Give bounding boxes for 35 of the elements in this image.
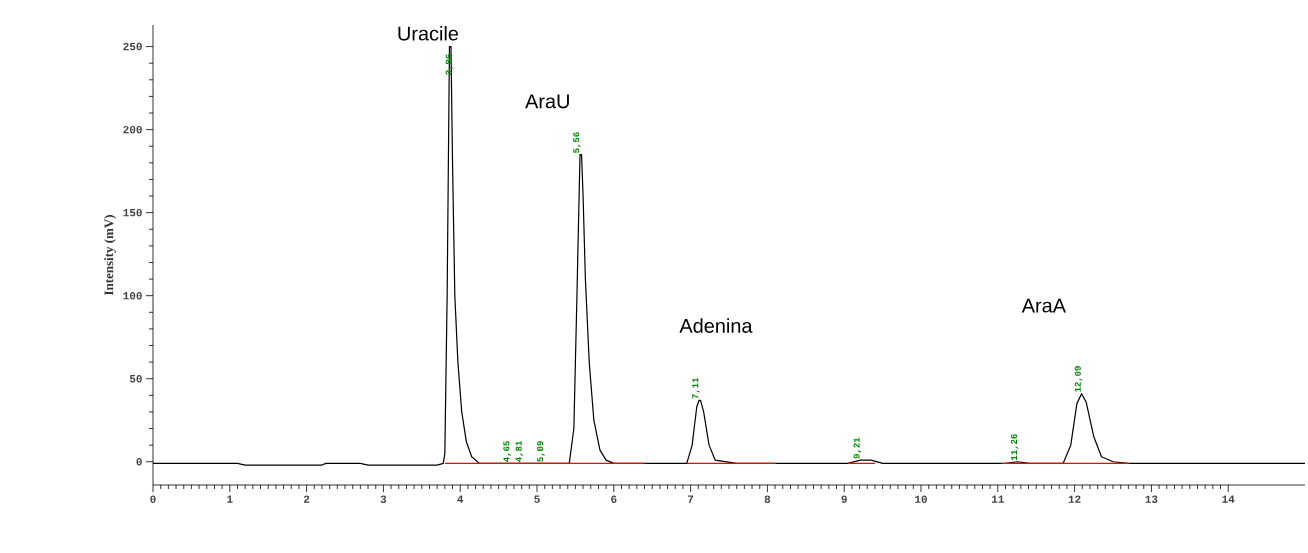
x-tick-label: 9 [841,495,847,503]
y-tick-label: 0 [136,458,142,466]
x-tick-label: 5 [534,495,540,503]
y-tick-label: 150 [123,208,142,217]
annotation: 9,21 [853,437,862,459]
x-tick-label: 11 [991,495,1004,503]
x-tick-label: 14 [1222,495,1235,503]
y-tick-label: 100 [123,291,142,300]
annotation: 7,11 [692,377,700,399]
x-tick-label: 0 [150,495,156,503]
annotation: 5,09 [537,441,545,462]
x-tick-label: 2 [303,495,310,503]
y-tick-label: 200 [123,125,142,134]
x-tick-label: 4 [457,495,464,503]
annotation: 4,81 [515,441,524,462]
annotation: AraA [1021,298,1066,313]
x-tick-label: 6 [611,495,617,503]
annotation: AraU [525,94,569,109]
x-tick-label: 7 [688,495,694,503]
x-tick-label: 13 [1145,495,1158,503]
x-tick-label: 10 [915,495,927,503]
y-tick-label: 50 [129,375,142,383]
annotation: 4,65 [503,441,511,462]
x-tick-label: 12 [1068,495,1081,503]
annotation: Adenina [679,318,753,333]
annotation: 5,56 [573,132,581,153]
x-tick-label: 3 [380,495,387,503]
x-tick-label: 1 [227,495,233,503]
annotation: 3,86 [445,54,454,75]
y-axis-title: Intensity (mV) [104,215,116,296]
y-tick-label: 250 [123,42,142,51]
annotation: Uracile [398,25,459,41]
annotation: 12,09 [1074,366,1083,392]
x-tick-label: 8 [764,495,771,503]
annotation: 11,26 [1010,434,1019,460]
